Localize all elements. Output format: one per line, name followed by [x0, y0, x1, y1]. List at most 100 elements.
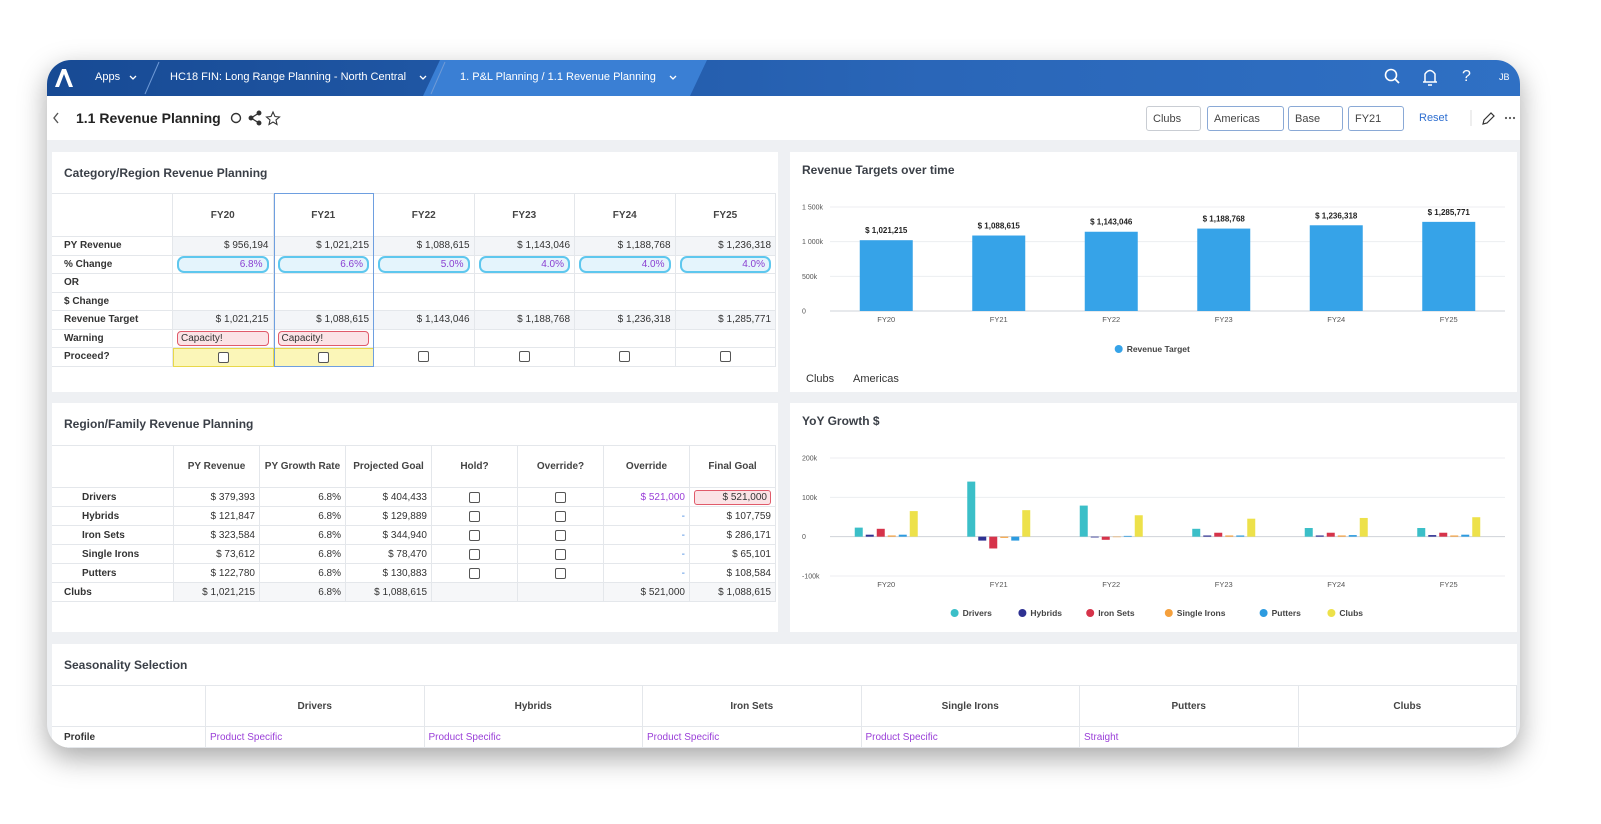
column-header: FY25: [675, 193, 776, 237]
x-tick-label: FY25: [1440, 315, 1458, 324]
filter-dropdown[interactable]: FY21: [1348, 106, 1404, 131]
cell-value: $ 1,143,046: [517, 240, 570, 252]
table-cell: $ 122,780: [174, 564, 260, 583]
y-tick-label: 0: [802, 534, 806, 541]
table-cell: $ 379,393: [174, 488, 260, 507]
checkbox[interactable]: [555, 491, 566, 503]
header-cell: [52, 445, 174, 488]
checkbox[interactable]: [518, 351, 530, 363]
checkbox[interactable]: [469, 491, 480, 503]
cell-value: Straight: [1084, 731, 1119, 743]
legend-swatch: [950, 609, 959, 617]
checkbox[interactable]: [469, 510, 480, 522]
checkbox[interactable]: [555, 567, 566, 579]
filter-label: FY21: [1355, 112, 1382, 125]
table-cell: $ 1,021,215: [174, 583, 260, 602]
table-cell: Product Specific: [206, 727, 425, 748]
user-avatar[interactable]: JB: [1499, 72, 1510, 82]
bar: [1315, 535, 1324, 537]
checkbox[interactable]: [318, 351, 330, 363]
search-icon[interactable]: [1394, 78, 1400, 84]
table-cell: $ 956,194: [173, 237, 274, 256]
table-cell: -: [604, 526, 690, 545]
column-header: Hold?: [432, 445, 518, 488]
checkbox[interactable]: [418, 351, 430, 363]
x-tick-label: FY24: [1327, 580, 1345, 589]
cell-value: $ 1,188,768: [517, 314, 570, 326]
checkbox[interactable]: [555, 529, 566, 541]
column-header: Final Goal: [690, 445, 776, 488]
checkbox[interactable]: [469, 529, 480, 541]
cell-value: Product Specific: [647, 731, 720, 743]
row-label: Iron Sets: [52, 526, 174, 545]
help-icon[interactable]: ?: [1462, 68, 1471, 85]
table-cell: [173, 274, 274, 293]
table-cell: [173, 292, 274, 311]
cell-value: $ 379,393: [210, 491, 256, 503]
row-label: Warning: [52, 329, 173, 348]
bar: [972, 235, 1026, 311]
chart-title: Revenue Targets over time: [802, 163, 955, 177]
cell-value: $ 956,194: [224, 240, 269, 252]
table-cell: [374, 329, 475, 348]
checkbox[interactable]: [719, 351, 731, 363]
x-tick-label: FY20: [877, 315, 895, 324]
filter-dropdown[interactable]: Base: [1288, 106, 1343, 131]
favorite-icon[interactable]: [265, 110, 281, 126]
edit-icon[interactable]: [1482, 112, 1495, 125]
checkbox[interactable]: [619, 351, 631, 363]
page-title: 1.1 Revenue Planning: [76, 110, 221, 126]
table-cell: [518, 488, 604, 507]
cell-value: Product Specific: [865, 731, 938, 743]
cell-value: $ 404,433: [382, 491, 428, 503]
table-cell: -: [604, 545, 690, 564]
cell-value: $ 1,021,215: [215, 314, 269, 326]
share-icon[interactable]: [248, 110, 262, 126]
legend-label: Clubs: [1339, 608, 1363, 618]
table-cell: -: [604, 507, 690, 526]
value-label: $ 1,021,215: [865, 226, 908, 235]
chart-title: YoY Growth $: [802, 414, 880, 428]
page-breadcrumb[interactable]: 1. P&L Planning / 1.1 Revenue Planning: [460, 71, 656, 83]
cell-value: $ 521,000: [640, 491, 686, 503]
checkbox[interactable]: [217, 351, 229, 363]
bar: [1472, 517, 1481, 537]
more-icon[interactable]: [1504, 116, 1516, 120]
filter-dropdown[interactable]: Americas: [1207, 106, 1284, 131]
cell-value: Product Specific: [210, 731, 283, 743]
bell-icon[interactable]: [1423, 69, 1437, 86]
checkbox[interactable]: [469, 567, 480, 579]
checkbox[interactable]: [469, 548, 480, 560]
panel-title: Region/Family Revenue Planning: [64, 417, 254, 431]
x-tick-label: FY22: [1102, 580, 1120, 589]
model-breadcrumb[interactable]: HC18 FIN: Long Range Planning - North Ce…: [170, 71, 407, 83]
search-icon[interactable]: [1384, 68, 1398, 82]
checkbox[interactable]: [555, 548, 566, 560]
legend-swatch: [1327, 609, 1336, 617]
table-cell: [374, 348, 475, 367]
table-cell: 4.0%: [575, 255, 676, 274]
value-label: $ 1,143,046: [1090, 218, 1133, 227]
filter-dropdown[interactable]: Clubs: [1146, 106, 1201, 131]
bar: [1192, 528, 1201, 537]
table-cell: Capacity!: [273, 329, 374, 348]
column-header: FY21: [273, 193, 374, 237]
refresh-icon[interactable]: [230, 112, 242, 124]
checkbox[interactable]: [555, 510, 566, 522]
apps-menu[interactable]: Apps: [95, 71, 121, 83]
cell-value: $ 129,889: [382, 510, 428, 522]
table-cell: 4.0%: [675, 255, 776, 274]
bar: [967, 481, 976, 537]
legend-label: Revenue Target: [1127, 344, 1190, 354]
bar: [887, 535, 896, 537]
nav-shapes: [55, 60, 1437, 96]
y-tick-label: 0: [802, 309, 806, 316]
seasonality-panel: Seasonality Selection Drivers Hybrids Iron…: [52, 644, 1517, 748]
back-button[interactable]: [53, 112, 59, 124]
app-window: Apps HC18 FIN: Long Range Planning - Nor…: [47, 60, 1520, 748]
cell-value: -: [681, 510, 685, 522]
reset-button[interactable]: Reset: [1419, 112, 1448, 124]
table-cell: $ 521,000: [604, 488, 690, 507]
table-cell: $ 107,759: [690, 507, 776, 526]
bar: [1090, 536, 1099, 538]
